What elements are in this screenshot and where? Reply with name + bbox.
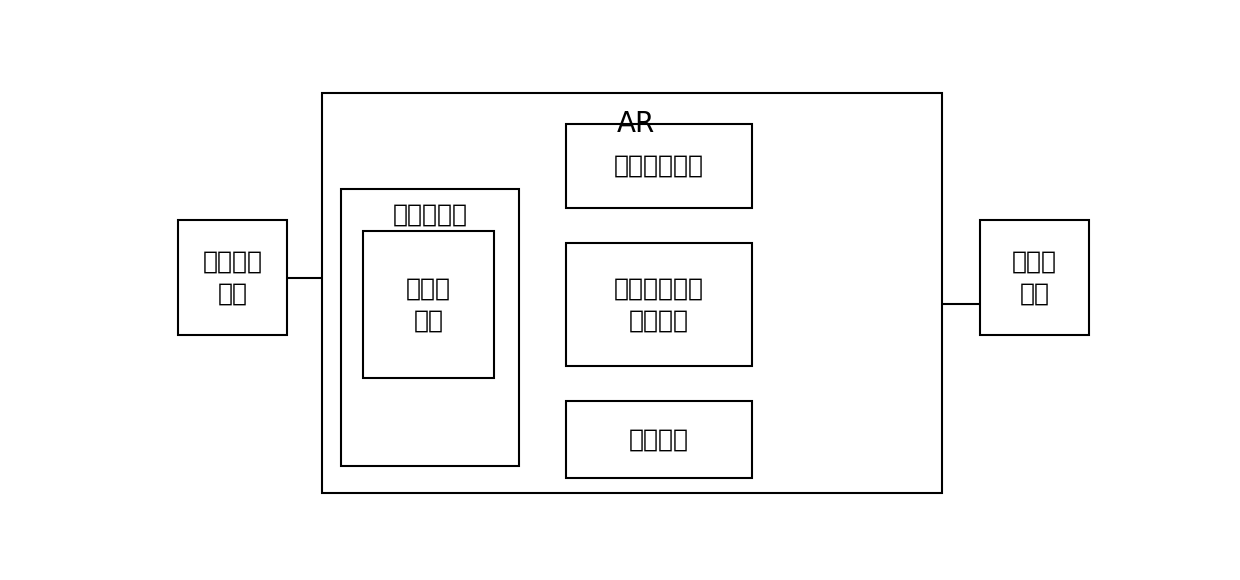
Bar xyxy=(179,220,286,335)
Bar xyxy=(321,93,941,493)
Bar xyxy=(565,401,751,478)
Text: 数据库
单元: 数据库 单元 xyxy=(405,277,451,332)
Bar xyxy=(363,231,495,378)
Bar xyxy=(981,220,1089,335)
Text: 电场传
感器: 电场传 感器 xyxy=(1012,250,1058,305)
Bar xyxy=(565,124,751,208)
Bar xyxy=(341,189,520,466)
Bar xyxy=(565,243,751,366)
Text: 识别数据库: 识别数据库 xyxy=(393,203,467,227)
Text: 虚实场景生成
融合单元: 虚实场景生成 融合单元 xyxy=(614,277,704,332)
Text: AR: AR xyxy=(616,110,655,137)
Text: 图像识别单元: 图像识别单元 xyxy=(614,154,704,178)
Text: 显示单元: 显示单元 xyxy=(629,427,688,451)
Text: 图像处理
模块: 图像处理 模块 xyxy=(202,250,263,305)
